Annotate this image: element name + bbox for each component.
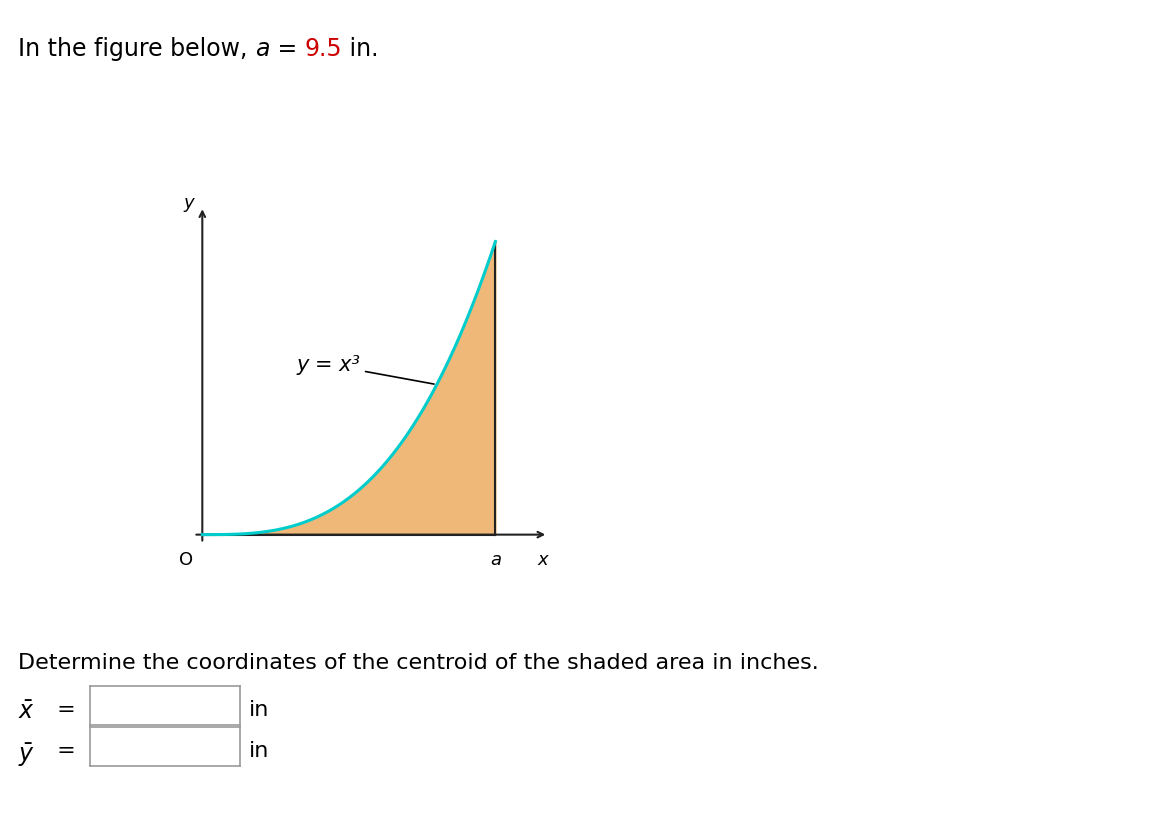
Text: in: in bbox=[249, 700, 270, 720]
Text: in.: in. bbox=[343, 37, 379, 61]
Text: =: = bbox=[50, 741, 75, 761]
Text: Determine the coordinates of the centroid of the shaded area in inches.: Determine the coordinates of the centroi… bbox=[18, 653, 819, 673]
Text: 9.5: 9.5 bbox=[305, 37, 343, 61]
Text: $\bar{y}$: $\bar{y}$ bbox=[18, 741, 36, 769]
Text: y: y bbox=[183, 194, 194, 212]
Text: y = x³: y = x³ bbox=[297, 354, 434, 384]
Text: $\bar{x}$: $\bar{x}$ bbox=[18, 700, 36, 724]
Text: =: = bbox=[50, 700, 75, 720]
Text: In the figure below,: In the figure below, bbox=[18, 37, 255, 61]
Text: x: x bbox=[537, 551, 548, 569]
Text: a: a bbox=[490, 551, 501, 569]
Text: =: = bbox=[270, 37, 305, 61]
Text: in: in bbox=[249, 741, 270, 761]
Text: O: O bbox=[179, 551, 193, 569]
Text: a: a bbox=[255, 37, 270, 61]
